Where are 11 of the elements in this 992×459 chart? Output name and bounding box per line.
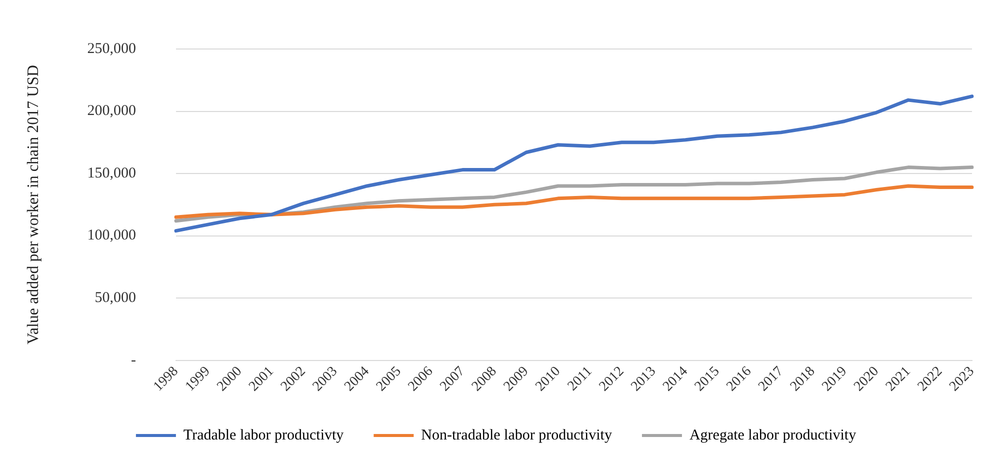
y-tick-label: - <box>130 352 136 368</box>
y-tick-label: 100,000 <box>87 228 136 244</box>
y-tick-label: 250,000 <box>87 40 136 57</box>
legend-label: Agregate labor productivity <box>689 427 857 444</box>
y-tick-label: 200,000 <box>87 103 136 120</box>
y-axis-title: Value added per worker in chain 2017 USD <box>24 64 42 344</box>
legend-label: Tradable labor productivty <box>183 427 344 444</box>
y-tick-label: 150,000 <box>87 165 136 182</box>
legend-label: Non-tradable labor productivity <box>421 427 612 444</box>
y-tick-label: 50,000 <box>94 290 136 306</box>
x-tick-label: 2011 <box>565 364 596 394</box>
